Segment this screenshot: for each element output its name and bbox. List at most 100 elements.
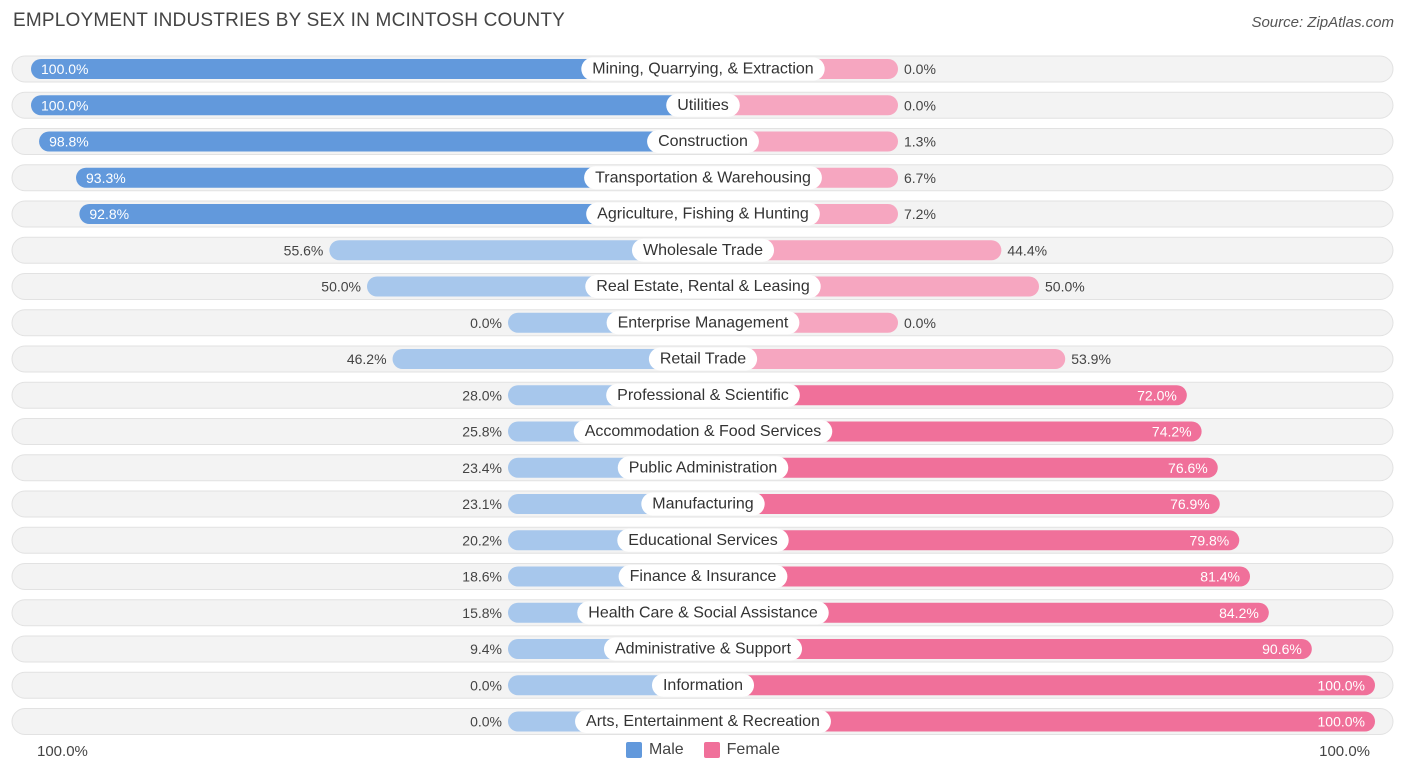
category-label: Information [663, 677, 743, 694]
category-label: Agriculture, Fishing & Hunting [597, 206, 809, 223]
bar-male [39, 131, 703, 152]
diverging-bar-chart: 100.0% 0.0% Mining, Quarrying, & Extractio… [11, 55, 1394, 735]
value-label-female: 79.8% [1190, 532, 1230, 548]
value-label-male: 0.0% [470, 315, 502, 331]
bar-female [703, 385, 1187, 406]
value-label-female: 76.6% [1168, 460, 1208, 476]
category-pill [603, 637, 803, 661]
value-label-male: 9.4% [470, 641, 502, 657]
category-label: Utilities [677, 97, 729, 114]
legend: Male Female [0, 741, 1406, 759]
legend-label-male: Male [648, 741, 684, 758]
chart-title: EMPLOYMENT INDUSTRIES BY SEX IN MCINTOSH… [13, 10, 566, 31]
bar-female [703, 711, 1375, 732]
value-label-male: 0.0% [470, 677, 502, 693]
category-pill [617, 528, 789, 552]
bar-male [76, 167, 704, 188]
bar-female [703, 95, 898, 116]
value-label-male: 23.1% [462, 496, 502, 512]
category-label: Enterprise Management [618, 314, 789, 331]
value-label-female: 50.0% [1045, 279, 1085, 295]
value-label-female: 74.2% [1152, 424, 1192, 440]
value-label-male: 15.8% [462, 605, 502, 621]
value-label-male: 100.0% [41, 97, 88, 113]
category-label: Arts, Entertainment & Recreation [586, 713, 820, 730]
bar-male [329, 240, 703, 261]
bar-female [703, 602, 1269, 623]
category-label: Mining, Quarrying, & Extraction [592, 61, 813, 78]
value-label-female: 90.6% [1262, 641, 1302, 657]
category-label: Public Administration [629, 459, 778, 476]
value-label-male: 0.0% [470, 714, 502, 730]
value-label-male: 92.8% [89, 206, 129, 222]
value-label-female: 53.9% [1071, 351, 1111, 367]
category-label: Retail Trade [660, 351, 746, 368]
category-pill [606, 311, 800, 335]
value-label-female: 72.0% [1137, 387, 1177, 403]
source-label: Source: ZipAtlas.com [1251, 14, 1394, 31]
category-pill [577, 601, 829, 625]
bar-female [703, 675, 1375, 696]
bar-male [31, 59, 703, 79]
value-label-female: 44.4% [1007, 242, 1047, 258]
category-pill [584, 166, 822, 190]
value-label-male: 98.8% [49, 134, 89, 150]
category-label: Health Care & Social Assistance [588, 604, 818, 621]
legend-swatch-male [625, 742, 642, 758]
legend-item-male[interactable]: Male [625, 741, 684, 759]
category-label: Real Estate, Rental & Leasing [596, 278, 809, 295]
category-pill [617, 456, 789, 480]
bar-female [703, 240, 1002, 261]
value-label-male: 20.2% [462, 532, 502, 548]
value-label-female: 100.0% [1318, 714, 1365, 730]
axis-left-label: 100.0% [37, 743, 88, 760]
category-pill [585, 275, 821, 298]
category-label: Finance & Insurance [630, 568, 777, 585]
category-label: Administrative & Support [615, 641, 792, 658]
bar-female [703, 349, 1066, 369]
value-label-female: 0.0% [904, 315, 936, 331]
axis-right-label: 100.0% [1319, 743, 1370, 760]
value-label-female: 0.0% [904, 61, 936, 77]
bar-female [703, 566, 1251, 587]
category-pill [631, 238, 775, 262]
value-label-female: 1.3% [904, 134, 936, 150]
value-label-female: 100.0% [1318, 677, 1365, 693]
bar-female [703, 457, 1218, 478]
value-label-male: 46.2% [347, 351, 387, 367]
bar-female [703, 494, 1220, 514]
bar-male [79, 204, 703, 224]
legend-label-female: Female [726, 741, 781, 758]
value-label-male: 28.0% [462, 387, 502, 403]
bar-female [703, 530, 1240, 551]
category-label: Construction [658, 133, 748, 150]
value-label-male: 25.8% [462, 424, 502, 440]
value-label-male: 93.3% [86, 170, 126, 186]
category-pill [651, 673, 755, 697]
value-label-female: 7.2% [904, 206, 936, 222]
bar-female [703, 639, 1312, 659]
category-label: Manufacturing [652, 496, 753, 513]
value-label-male: 18.6% [462, 569, 502, 585]
legend-swatch-female [703, 742, 720, 758]
category-pill [647, 130, 759, 153]
value-label-male: 100.0% [41, 61, 88, 77]
value-label-male: 23.4% [462, 460, 502, 476]
category-pill [618, 565, 788, 588]
value-label-female: 0.0% [904, 97, 936, 113]
category-pill [575, 710, 831, 733]
bar-male [31, 95, 703, 116]
category-pill [648, 347, 758, 371]
category-label: Accommodation & Food Services [585, 423, 822, 440]
category-label: Educational Services [628, 532, 777, 549]
category-pill [641, 492, 765, 516]
legend-item-female[interactable]: Female [703, 741, 781, 759]
value-label-female: 81.4% [1200, 569, 1240, 585]
value-label-female: 76.9% [1170, 496, 1210, 512]
value-label-female: 6.7% [904, 170, 936, 186]
category-label: Transportation & Warehousing [595, 169, 811, 186]
category-pill [606, 383, 800, 407]
category-label: Professional & Scientific [617, 387, 789, 404]
value-label-female: 84.2% [1219, 605, 1259, 621]
bar-male [392, 349, 703, 369]
